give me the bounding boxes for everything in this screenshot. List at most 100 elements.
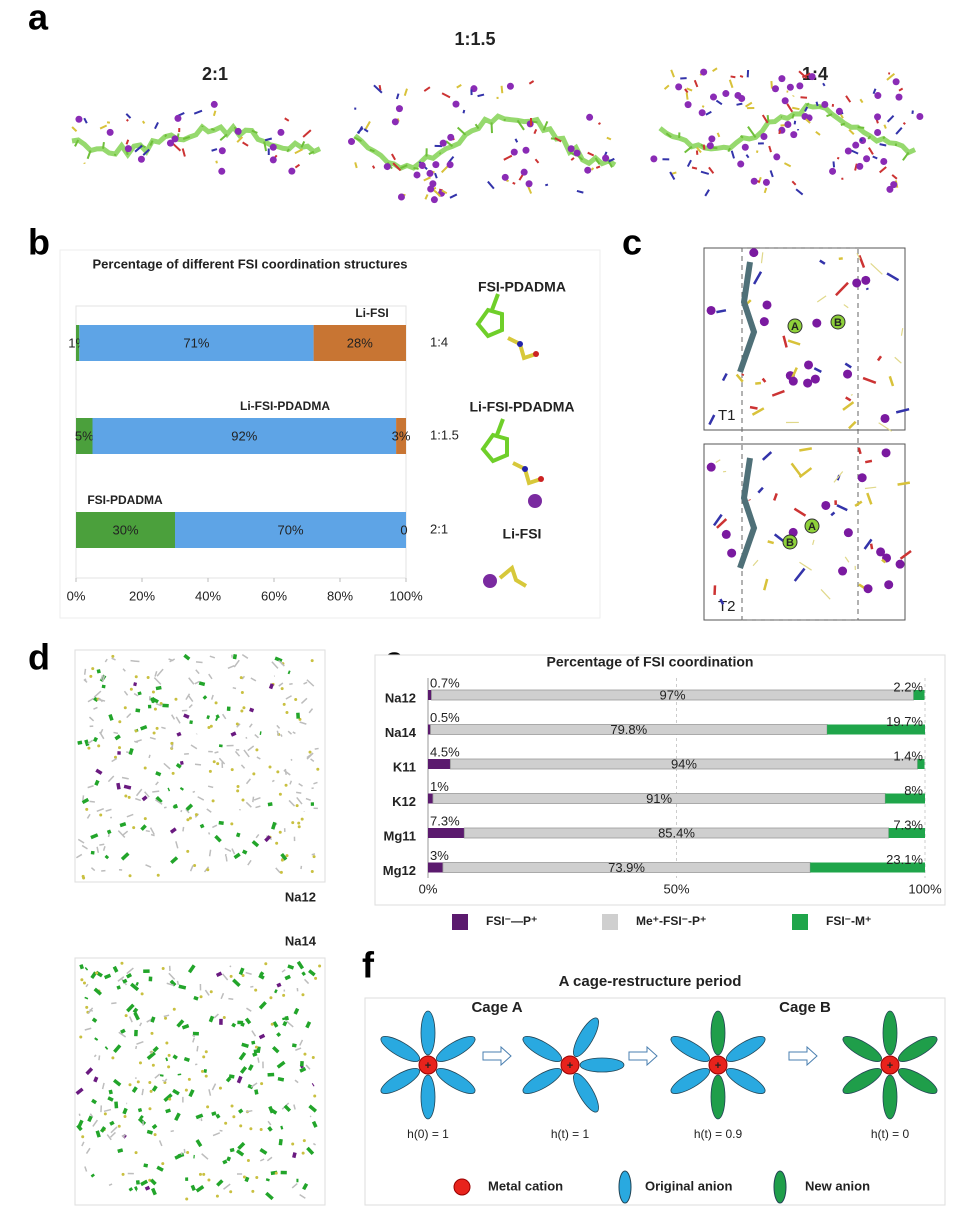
side-group: [727, 147, 732, 153]
molecule: [238, 1051, 247, 1061]
molecule: [264, 835, 272, 843]
molecule: [286, 1020, 294, 1028]
ion: [148, 1080, 152, 1084]
side-group: [791, 113, 795, 119]
molecule: [247, 745, 255, 752]
molecule: [166, 982, 174, 987]
ion: [82, 981, 86, 985]
ion: [282, 702, 286, 706]
molecule: [204, 989, 210, 996]
cation: [269, 156, 277, 164]
molecule: [267, 1126, 273, 1132]
anion: [865, 287, 869, 291]
molecule: [180, 809, 183, 813]
anion: [686, 87, 693, 92]
molecule: [130, 982, 140, 992]
panel-label: b: [28, 222, 50, 263]
molecule: [175, 841, 179, 849]
ion: [278, 792, 282, 796]
cation: [788, 376, 798, 386]
anion: [392, 162, 402, 172]
ion: [132, 826, 136, 830]
anion: [573, 1017, 599, 1058]
anion: [704, 189, 710, 197]
ion: [295, 804, 299, 808]
ion: [174, 697, 178, 701]
molecule: [149, 736, 156, 740]
anion: [242, 141, 249, 147]
cation: [137, 155, 145, 163]
x-tick-label: 100%: [908, 881, 942, 896]
side-group: [882, 135, 886, 140]
cation: [501, 173, 509, 181]
ion: [123, 706, 127, 710]
molecule: [215, 714, 220, 719]
anion: [606, 136, 612, 141]
ion: [97, 744, 101, 748]
category-label: 2:1: [430, 521, 448, 536]
anion: [701, 105, 705, 108]
value-label: 7.3%: [430, 813, 460, 828]
bar: [885, 793, 925, 804]
molecule: [165, 1057, 169, 1062]
molecule: [282, 1020, 288, 1027]
site-marker: [830, 314, 846, 330]
anion: [573, 1072, 599, 1113]
molecule: [87, 697, 95, 703]
anion: [395, 93, 400, 100]
molecule: [272, 1045, 280, 1054]
molecule: [163, 1078, 168, 1083]
molecule: [195, 669, 200, 675]
anion: [435, 1036, 476, 1062]
molecule: [241, 675, 246, 680]
ion: [297, 825, 301, 829]
molecule: [190, 744, 198, 750]
cation: [741, 143, 749, 151]
bar: [888, 828, 925, 838]
ion: [229, 974, 233, 978]
molecule: [94, 779, 100, 786]
bar: [313, 325, 406, 361]
molecule: [305, 1064, 311, 1070]
anion: [819, 259, 826, 265]
arrow: [482, 1045, 512, 1067]
x-tick-label: 0%: [67, 588, 86, 603]
series-annotation: Li-FSI: [355, 306, 388, 320]
anion: [670, 69, 675, 78]
side-group: [211, 128, 215, 131]
anion: [801, 72, 811, 79]
anion: [462, 109, 466, 114]
anion: [424, 194, 429, 200]
molecule: [112, 1078, 122, 1087]
molecule: [288, 799, 296, 807]
molecule: [81, 797, 90, 805]
molecule: [84, 678, 87, 682]
molecule: [265, 1191, 274, 1201]
atom: [533, 351, 539, 357]
molecule: [210, 694, 214, 700]
molecule: [81, 844, 88, 850]
anion: [403, 88, 408, 96]
molecule: [113, 1044, 122, 1053]
ion: [300, 817, 304, 821]
ion: [87, 746, 91, 750]
molecule: [140, 725, 148, 731]
anion: [716, 309, 727, 314]
molecule: [238, 967, 245, 976]
molecule: [250, 985, 254, 988]
molecule: [89, 800, 95, 803]
molecule: [183, 653, 191, 661]
scheme-title: A cage-restructure period: [559, 973, 742, 990]
arrow: [788, 1045, 818, 1067]
ion: [168, 1097, 172, 1101]
molecule: [176, 731, 182, 737]
anion: [813, 367, 822, 373]
anion: [864, 459, 873, 464]
ion: [239, 676, 243, 680]
value-label: 19.7%: [886, 714, 923, 729]
molecule: [182, 826, 185, 832]
anion: [354, 162, 358, 169]
anion: [842, 1068, 883, 1094]
panel-label: f: [362, 945, 375, 986]
molecule: [233, 659, 240, 668]
